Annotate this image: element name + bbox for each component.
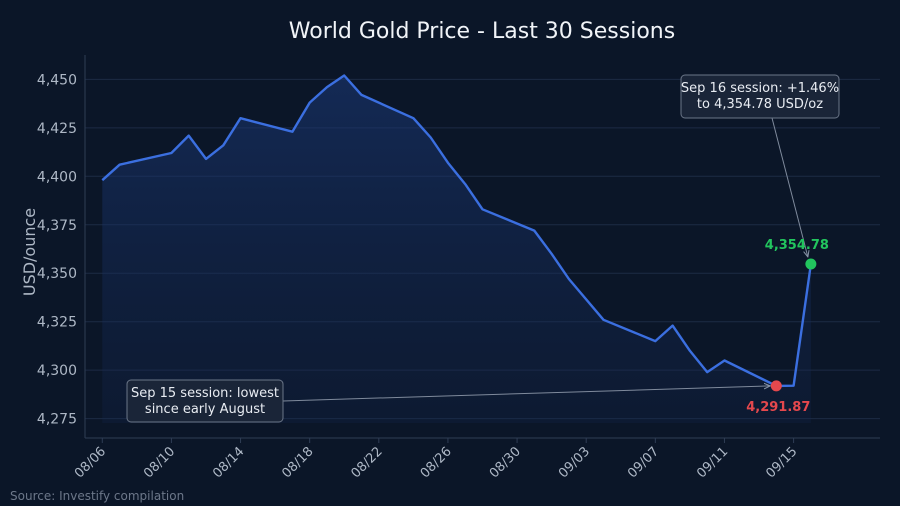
series-line [101, 74, 813, 388]
highlight-label: 4,291.87 [746, 400, 810, 415]
annotation-arrow [282, 386, 770, 402]
x-tick-label: 08/26 [418, 444, 455, 481]
x-tick-label: 09/07 [625, 444, 662, 481]
line-layer [101, 74, 813, 388]
y-tick-label: 4,425 [37, 121, 77, 137]
y-tick-label: 4,375 [37, 218, 77, 234]
x-tick-label: 09/15 [763, 444, 800, 481]
annotation-text: since early August [145, 402, 265, 417]
annotation-text: Sep 16 session: +1.46% [681, 81, 839, 96]
x-tick-label: 08/22 [349, 444, 386, 481]
y-tick-label: 4,275 [37, 412, 77, 428]
x-tick-label: 09/11 [694, 444, 731, 481]
area-layer [102, 75, 811, 423]
annotation-box [680, 74, 840, 119]
highlight-point [770, 380, 782, 392]
annotation-text: Sep 15 session: lowest [131, 386, 279, 401]
y-tick-label: 4,300 [37, 363, 77, 379]
annotation-layer: Sep 16 session: +1.46%to 4,354.78 USD/oz… [126, 74, 840, 423]
annotation-text: to 4,354.78 USD/oz [697, 97, 823, 112]
source-note: Source: Investify compilation [10, 489, 184, 503]
y-tick-label: 4,325 [37, 315, 77, 331]
x-tick-label: 08/18 [279, 444, 316, 481]
y-axis-label: USD/ounce [20, 208, 39, 296]
x-tick-label: 09/03 [556, 444, 593, 481]
y-tick-label: 4,400 [37, 169, 77, 185]
highlight-label: 4,354.78 [765, 238, 829, 253]
highlight-point [805, 258, 817, 270]
y-tick-label: 4,450 [37, 72, 77, 88]
marker-layer: 4,291.87 4,354.78 [746, 238, 829, 415]
x-tick-label: 08/10 [141, 444, 178, 481]
x-tick-label: 08/06 [72, 444, 109, 481]
y-tick-label: 4,350 [37, 266, 77, 282]
x-tick-label: 08/30 [487, 444, 524, 481]
annotation-box [126, 379, 284, 423]
chart-title: World Gold Price - Last 30 Sessions [289, 19, 675, 44]
annotation-arrow [771, 117, 808, 257]
x-tick-label: 08/14 [210, 444, 247, 481]
series-area [102, 75, 811, 423]
